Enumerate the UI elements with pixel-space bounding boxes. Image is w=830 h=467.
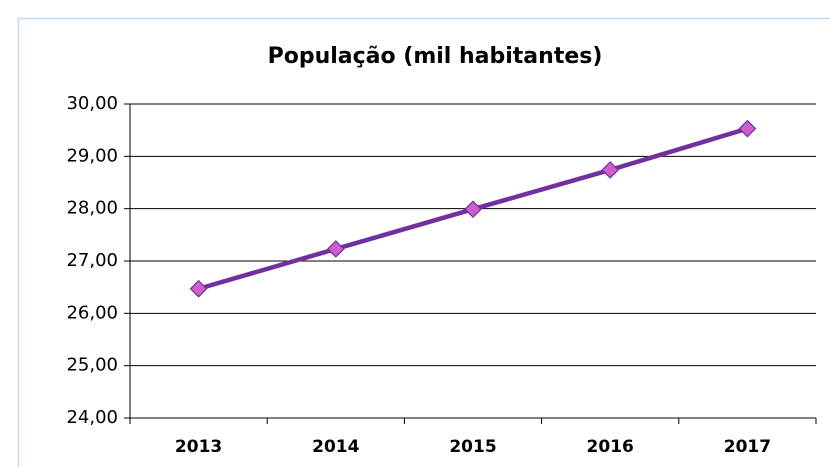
x-tick-label: 2015	[449, 437, 496, 457]
y-tick-label: 25,00	[66, 355, 118, 376]
data-marker	[326, 240, 345, 258]
y-tick-label: 28,00	[66, 198, 118, 219]
x-tick-label: 2016	[587, 437, 634, 457]
y-tick-label: 29,00	[66, 145, 118, 166]
y-tick-label: 30,00	[66, 93, 118, 114]
x-tick-label: 2017	[724, 437, 771, 457]
y-tick-label: 26,00	[66, 302, 118, 323]
data-marker	[738, 119, 757, 138]
chart-title: População (mil habitantes)	[268, 44, 603, 69]
data-marker	[601, 161, 620, 179]
chart-border	[17, 17, 830, 467]
y-tick-label: 27,00	[66, 250, 118, 271]
y-tick-label: 24,00	[66, 407, 118, 428]
data-marker	[464, 200, 482, 219]
x-tick-label: 2013	[175, 437, 222, 457]
x-tick-label: 2014	[312, 437, 359, 457]
data-marker	[189, 279, 208, 298]
